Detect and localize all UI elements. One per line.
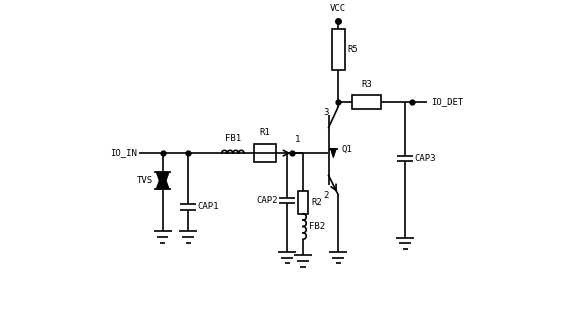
Polygon shape [331, 149, 336, 158]
Text: R5: R5 [348, 45, 359, 54]
Polygon shape [156, 172, 169, 189]
Bar [298, 191, 308, 214]
Text: Q1: Q1 [341, 145, 352, 154]
Text: CAP3: CAP3 [415, 154, 436, 163]
Text: TVS: TVS [137, 176, 154, 185]
Text: IO_DET: IO_DET [431, 98, 463, 107]
Text: IO_IN: IO_IN [110, 149, 137, 158]
Bar [332, 29, 344, 70]
Text: R3: R3 [361, 80, 372, 89]
Text: R2: R2 [312, 198, 322, 207]
Text: R1: R1 [259, 128, 270, 137]
Polygon shape [156, 172, 169, 189]
Text: 1: 1 [295, 135, 300, 144]
Bar [254, 145, 276, 162]
Text: VCC: VCC [330, 4, 346, 13]
Text: FB1: FB1 [225, 134, 241, 143]
Text: 2: 2 [323, 191, 328, 200]
Text: FB2: FB2 [309, 222, 325, 231]
Text: CAP1: CAP1 [198, 202, 219, 211]
Text: 3: 3 [323, 108, 328, 117]
Bar [352, 95, 381, 109]
Text: CAP2: CAP2 [256, 196, 278, 205]
